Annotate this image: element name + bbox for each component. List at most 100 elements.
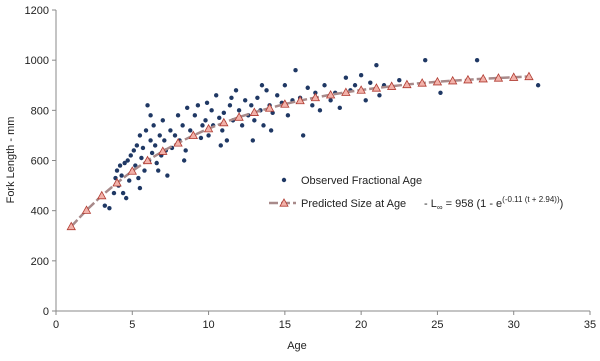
scatter-point (374, 62, 379, 68)
scatter-point (136, 175, 141, 181)
y-tick-label: 1000 (25, 55, 49, 67)
fit-marker (188, 130, 198, 140)
scatter-point (423, 57, 428, 63)
scatter-point (220, 128, 225, 133)
scatter-point (249, 103, 254, 108)
scatter-point (221, 110, 227, 116)
fit-marker (66, 221, 76, 231)
fit-marker (371, 83, 382, 92)
scatter-point (122, 160, 127, 166)
scatter-point (137, 185, 143, 191)
legend-label: Observed Fractional Age (301, 175, 422, 187)
scatter-point (137, 133, 143, 138)
x-tick-label: 20 (355, 319, 367, 331)
fit-marker (402, 79, 412, 89)
y-tick-label: 400 (31, 206, 49, 218)
fit-marker (386, 81, 397, 90)
x-axis-label: Age (287, 340, 307, 352)
scatter-point (192, 113, 198, 118)
scatter-point (227, 103, 233, 108)
scatter-point (206, 133, 211, 138)
scatter-point (236, 108, 242, 113)
scatter-point (148, 138, 153, 143)
fit-marker (219, 117, 229, 127)
scatter-point (397, 78, 402, 83)
scatter-point (120, 190, 126, 196)
scatter-point (310, 103, 315, 108)
scatter-point (111, 190, 117, 196)
scatter-point (203, 118, 208, 123)
x-tick-label: 10 (202, 319, 214, 331)
fit-marker (325, 89, 336, 99)
scatter-point (183, 148, 188, 153)
equation-main: = 958 (1 - e (443, 198, 503, 210)
fit-marker (478, 73, 488, 83)
x-tick-label: 15 (279, 319, 291, 331)
y-tick-label: 0 (43, 306, 49, 318)
fit-marker (97, 190, 107, 200)
legend-marker (281, 177, 287, 183)
scatter-point (195, 103, 201, 108)
scatter-point (134, 143, 140, 148)
scatter-point (128, 153, 133, 158)
scatter-point (143, 128, 149, 133)
fit-marker (234, 112, 244, 121)
scatter-point (305, 85, 310, 90)
scatter-point (229, 95, 234, 100)
scatter-point (293, 68, 298, 73)
scatter-point (261, 123, 266, 128)
fit-marker (310, 92, 321, 102)
scatter-point (217, 115, 222, 121)
scatter-point (368, 80, 373, 85)
x-tick-label: 0 (53, 319, 59, 331)
scatter-point (152, 143, 158, 148)
y-tick-label: 800 (31, 105, 49, 117)
equation-superscript: (-0.11 (t + 2.94)) (502, 195, 560, 204)
scatter-point (209, 108, 214, 113)
scatter-point (352, 83, 358, 88)
equation: - L∞ = 958 (1 - e(-0.11 (t + 2.94))) (424, 195, 563, 212)
scatter-point (125, 158, 130, 163)
scatter-point (337, 105, 342, 111)
scatter-point (157, 133, 162, 138)
scatter-point (282, 83, 288, 88)
scatter-point (264, 88, 269, 93)
scatter-point (363, 98, 368, 103)
fit-marker (295, 95, 305, 105)
scatter-point (145, 103, 150, 108)
scatter-point (239, 123, 245, 128)
scatter-point (119, 173, 124, 178)
scatter-point (127, 178, 132, 183)
scatter-point (328, 98, 333, 103)
scatter-point (358, 73, 364, 78)
fit-marker (356, 85, 366, 94)
fit-marker (493, 73, 504, 82)
scatter-point (200, 123, 205, 128)
scatter-point (322, 83, 327, 88)
scatter-point (242, 98, 248, 103)
scatter-point (142, 168, 147, 173)
fit-marker (173, 138, 183, 147)
scatter-point (224, 138, 230, 143)
scatter-point (165, 173, 170, 178)
scatter-point (300, 133, 306, 138)
scatter-point (250, 138, 256, 143)
fit-marker (127, 166, 137, 175)
fit-marker (524, 71, 534, 81)
scatter-point (233, 88, 239, 93)
scatter-point (123, 195, 129, 201)
scatter-point (343, 75, 349, 80)
scatter-point (107, 205, 112, 211)
scatter-point (117, 163, 123, 168)
scatter-point (285, 113, 291, 118)
fit-marker (81, 205, 92, 214)
scatter-point (181, 158, 187, 163)
scatter-point (168, 128, 173, 133)
scatter-point (214, 93, 219, 98)
scatter-point (204, 100, 210, 106)
scatter-point (139, 155, 144, 161)
fit-marker (509, 72, 519, 81)
y-tick-label: 600 (31, 156, 49, 168)
scatter-point (535, 83, 541, 88)
